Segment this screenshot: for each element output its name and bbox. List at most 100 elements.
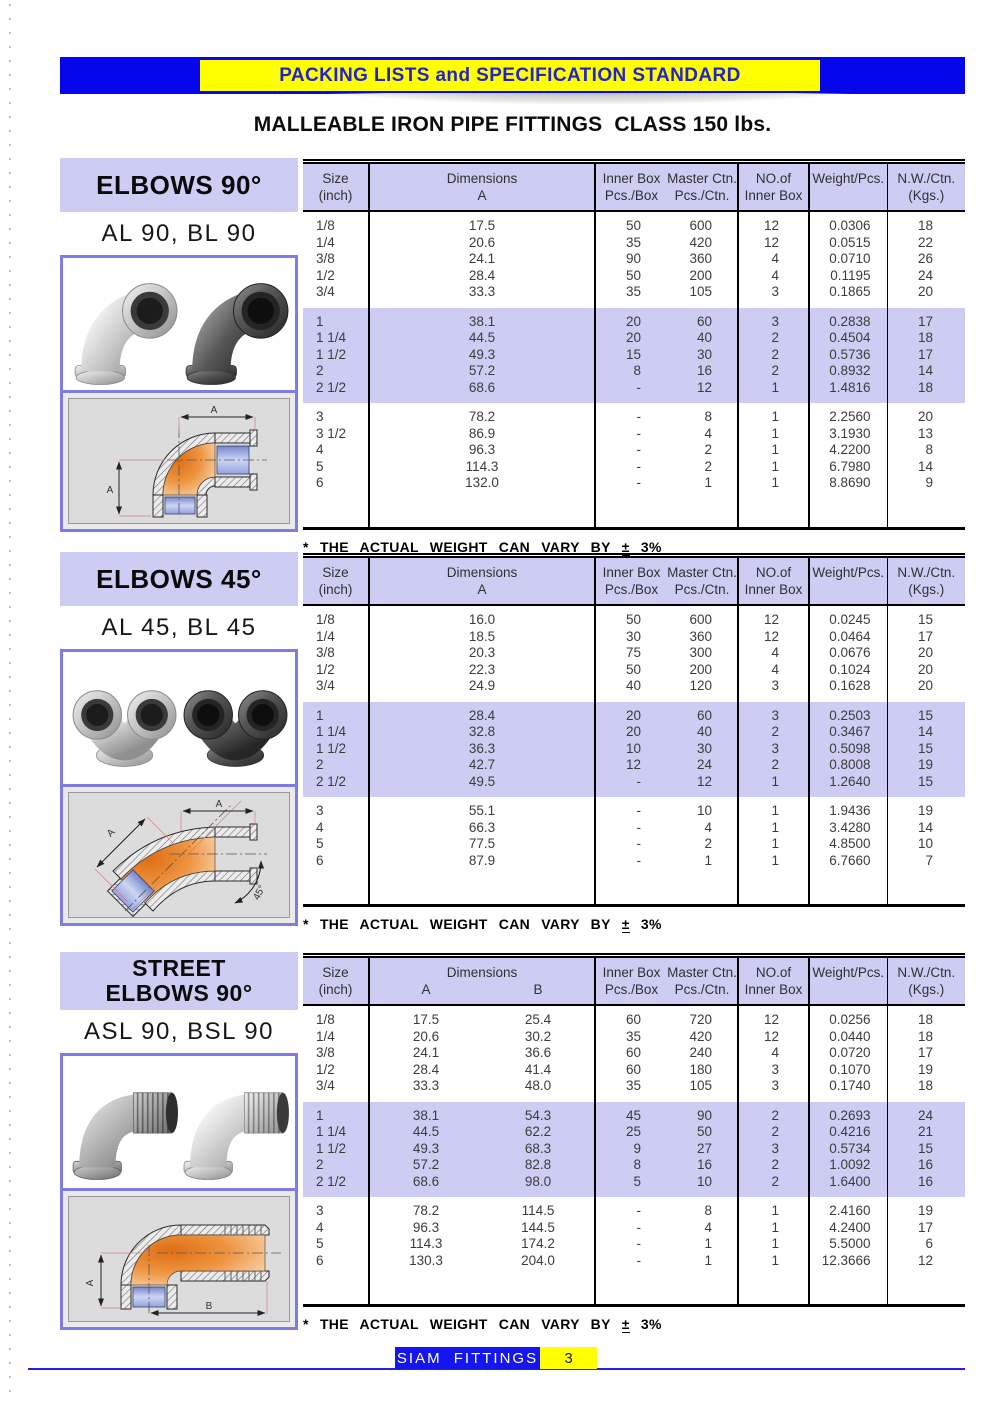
table-cell: 3: [738, 678, 810, 702]
table-cell: 50: [625, 218, 641, 233]
table-cell: 3: [738, 1140, 810, 1157]
table-cell: 3 1/2: [303, 425, 370, 442]
footer-brand: SIAM FITTINGS: [395, 1347, 540, 1369]
table-cell: 25.4: [482, 1005, 596, 1029]
table-row: 1 1/2 49.3 68.3 9 27 3 0.5734 15: [303, 1140, 965, 1157]
column-header: Weight/Pcs.: [809, 955, 888, 1006]
section-title: ELBOWS 90°: [60, 158, 298, 212]
table-cell: 12: [738, 234, 810, 251]
table-cell: 114.5: [482, 1197, 596, 1220]
table-cell: 0.0256: [809, 1005, 888, 1029]
table-cell: 60: [667, 701, 739, 724]
dim-label-a-side: A: [85, 1279, 96, 1286]
table-cell: -: [595, 379, 667, 403]
table-cell: 17.5: [369, 211, 596, 235]
column-header: Master Ctn. Pcs./Ctn.: [667, 161, 739, 212]
table-cell: 30: [667, 740, 739, 757]
table-cell: 60: [667, 307, 739, 330]
table-cell: 3: [738, 1078, 810, 1102]
table-cell: 28.4: [412, 1061, 440, 1077]
table-cell: 15: [917, 612, 933, 627]
table-cell: 1: [738, 458, 810, 475]
note-text: THE ACTUAL WEIGHT CAN VARY BY: [319, 916, 611, 932]
table-cell: 19: [887, 757, 965, 774]
table-cell: 1/2: [303, 661, 370, 678]
table-cell: 12: [738, 211, 810, 235]
table-cell: 28.4: [369, 267, 596, 284]
section-left-panel: ELBOWS 45° AL 45, BL 45: [60, 552, 298, 926]
table-cell: 49.5: [369, 773, 596, 797]
table-cell: 12: [738, 628, 810, 645]
column-header: Weight/Pcs.: [809, 555, 888, 606]
table-cell: 24: [667, 757, 739, 774]
column-header: Weight/Pcs.: [809, 161, 888, 212]
footer-rule: [28, 1368, 965, 1370]
section-elbows-90: ELBOWS 90° AL 90, BL 90: [60, 158, 965, 556]
model-codes: AL 45, BL 45: [101, 614, 257, 641]
table-cell: 60: [625, 1061, 641, 1077]
table-cell: 0.5098: [809, 740, 888, 757]
table-cell: 5: [303, 1236, 370, 1253]
table-cell: -: [636, 442, 642, 457]
table-row: 1/2 28.4 41.4 60 180 3 0.1070 19: [303, 1061, 965, 1078]
table-row: 6 87.9-1 1 6.7660 7: [303, 852, 965, 876]
table-cell: 0.0440: [809, 1028, 888, 1045]
table-cell: 3/8: [303, 251, 370, 268]
table-cell: 2: [738, 1101, 810, 1124]
table-cell: 1: [303, 701, 370, 724]
table-cell: 12.3666: [809, 1252, 888, 1276]
table-row: 3 78.2 - 8 1 2.2560 20: [303, 403, 965, 426]
column-header: NO.of Inner Box: [738, 161, 810, 212]
table-cell: 0.4216: [809, 1124, 888, 1141]
table-cell: 4.2400: [809, 1219, 888, 1236]
table-cell: 1.2640: [809, 773, 888, 797]
table-cell: 6: [925, 1236, 933, 1251]
table-cell: 4: [303, 442, 370, 459]
table-cell: -: [636, 1203, 642, 1218]
table-cell: -: [636, 1236, 642, 1251]
note-star: *: [303, 538, 309, 555]
table-cell: 27: [667, 1140, 739, 1157]
table-cell: 114.3: [369, 458, 596, 475]
table-row: 3 78.2 114.5 - 8 1 2.4160 19: [303, 1197, 965, 1220]
table-cell: 2: [738, 757, 810, 774]
table-cell: 36.6: [482, 1045, 596, 1062]
table-cell: 3: [738, 701, 810, 724]
table-cell: 240: [667, 1045, 739, 1062]
table-cell: 17: [887, 307, 965, 330]
table-cell: 50: [625, 267, 641, 283]
column-header: Inner Box Pcs./Box: [595, 161, 667, 212]
table-cell: 4: [667, 425, 739, 442]
column-header: N.W./Ctn. (Kgs.): [887, 955, 965, 1006]
table-cell: 1.0092: [809, 1157, 888, 1174]
model-codes: ASL 90, BSL 90: [83, 1018, 274, 1045]
table-cell: 90: [667, 1101, 739, 1124]
table-cell: 18: [917, 1028, 933, 1044]
table-cell: 1: [738, 852, 810, 876]
table-cell: 66.3: [369, 819, 596, 836]
table-cell: 60: [625, 1012, 641, 1027]
table-cell: 10: [917, 836, 933, 851]
table-cell: 2.2560: [809, 403, 888, 426]
table-cell: 20: [595, 307, 667, 330]
table-row: 3/4 33.3 35 105 3 0.1865 20: [303, 284, 965, 308]
table-cell: 2.4160: [809, 1197, 888, 1220]
dim-label-a-side: A: [107, 485, 114, 496]
table-cell: 0.0306: [809, 211, 888, 235]
table-cell: 12: [917, 1252, 933, 1268]
column-header: Master Ctn. Pcs./Ctn.: [667, 555, 739, 606]
table-cell: 1/8: [303, 211, 370, 235]
table-cell: 86.9: [369, 425, 596, 442]
table-cell: 1/8: [303, 1005, 370, 1029]
table-cell: 35: [625, 1078, 641, 1093]
section-left-panel: ELBOWS 90° AL 90, BL 90: [60, 158, 298, 532]
table-cell: 4: [738, 267, 810, 284]
column-header: Size (inch): [303, 555, 370, 606]
product-photo-box: [60, 649, 298, 787]
street-elbow-photo-gray: [72, 1092, 178, 1180]
table-row: 1/8 16.0 50 600 12 0.0245 15: [303, 605, 965, 629]
table-cell: 30: [625, 628, 641, 644]
table-cell: 24.1: [412, 1045, 440, 1060]
table-cell: 1: [738, 819, 810, 836]
table-cell: 1: [667, 1236, 739, 1253]
